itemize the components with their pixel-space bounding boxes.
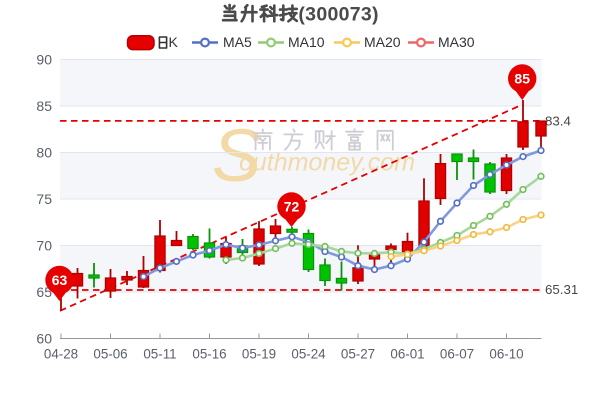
svg-text:(300073): (300073) (298, 4, 378, 26)
svg-text:K: K (169, 34, 179, 50)
svg-text:05-24: 05-24 (291, 347, 326, 362)
svg-text:05-06: 05-06 (93, 347, 127, 362)
svg-text:06-07: 06-07 (440, 347, 474, 362)
svg-text:05-16: 05-16 (192, 347, 226, 362)
svg-text:60: 60 (36, 331, 52, 347)
svg-text:06-01: 06-01 (390, 347, 424, 362)
svg-text:04-28: 04-28 (44, 347, 78, 362)
svg-text:83.4: 83.4 (545, 114, 571, 129)
svg-text:06-10: 06-10 (489, 347, 523, 362)
svg-text:05-19: 05-19 (242, 347, 276, 362)
svg-text:05-11: 05-11 (143, 347, 176, 362)
svg-text:63: 63 (52, 272, 68, 288)
svg-text:S: S (212, 114, 261, 197)
svg-text:MA30: MA30 (438, 34, 475, 50)
svg-text:65.31: 65.31 (545, 282, 578, 297)
svg-text:MA5: MA5 (223, 34, 252, 50)
svg-text:outhmoney.com: outhmoney.com (239, 149, 415, 177)
svg-text:80: 80 (36, 145, 52, 161)
svg-text:90: 90 (36, 52, 52, 68)
svg-text:MA10: MA10 (288, 34, 325, 50)
svg-text:70: 70 (36, 238, 52, 254)
svg-text:85: 85 (36, 98, 52, 114)
svg-text:72: 72 (284, 198, 300, 214)
svg-text:85: 85 (514, 70, 530, 86)
svg-text:05-27: 05-27 (341, 347, 375, 362)
svg-text:MA20: MA20 (364, 34, 401, 50)
svg-text:75: 75 (36, 191, 52, 207)
